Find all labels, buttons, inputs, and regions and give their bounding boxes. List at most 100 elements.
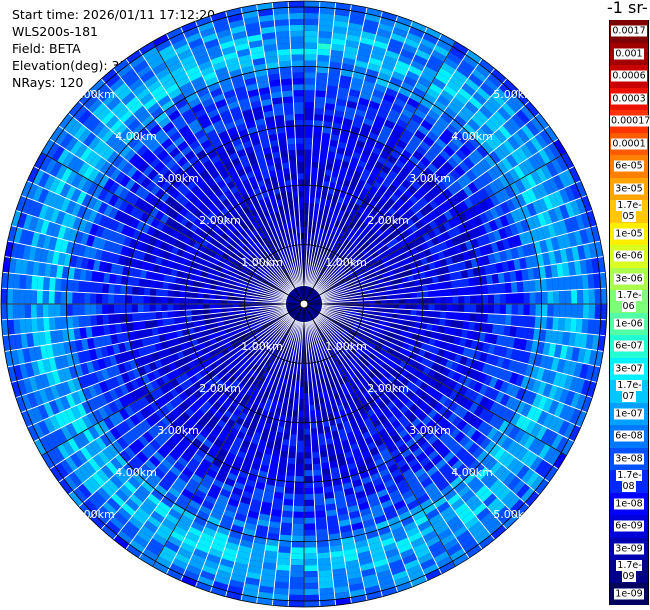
range-gate: [419, 71, 435, 83]
range-gate: [318, 204, 325, 212]
range-gate: [385, 285, 393, 291]
range-gate: [360, 85, 374, 95]
range-gate: [439, 241, 449, 251]
range-gate: [437, 67, 453, 80]
range-gate: [298, 410, 304, 417]
range-gate: [185, 297, 192, 304]
range-gate: [359, 173, 369, 183]
range-gate: [507, 236, 517, 249]
range-gate: [371, 232, 380, 241]
range-gate: [553, 206, 564, 222]
range-gate: [315, 72, 329, 80]
range-gate: [432, 184, 443, 196]
range-gate: [582, 289, 590, 304]
range-gate: [289, 570, 304, 578]
range-gate: [414, 279, 422, 287]
range-gate: [329, 176, 338, 184]
range-gate: [149, 287, 157, 297]
range-gate: [453, 203, 464, 215]
range-gate: [306, 286, 309, 293]
range-gate: [586, 210, 597, 228]
range-gate: [405, 70, 420, 82]
range-gate: [310, 289, 316, 295]
range-gate: [472, 131, 486, 145]
range-gate: [428, 304, 435, 311]
range-gate: [564, 201, 576, 218]
range-gate: [479, 245, 488, 257]
range-gate: [526, 202, 537, 217]
range-gate: [446, 79, 462, 93]
range-gate: [499, 250, 508, 262]
range-gate: [310, 179, 318, 186]
range-gate: [472, 178, 484, 191]
range-gate: [475, 313, 482, 323]
range-gate: [544, 264, 553, 279]
range-gate: [448, 195, 459, 207]
range-gate: [464, 100, 479, 115]
range-gate: [312, 469, 323, 477]
range-gate: [359, 237, 368, 246]
range-gate: [149, 311, 157, 321]
range-gate: [409, 286, 417, 293]
range-gate: [393, 304, 400, 309]
range-gate: [494, 87, 510, 103]
range-gate: [431, 77, 447, 90]
range-gate: [346, 234, 353, 242]
range-gate: [321, 284, 328, 290]
range-gate: [492, 229, 502, 242]
range-gate: [317, 215, 323, 223]
range-gate: [350, 176, 360, 185]
range-gate: [54, 290, 61, 304]
ray: [304, 166, 581, 304]
range-gate: [357, 48, 372, 58]
range-gate: [349, 287, 356, 292]
range-gate: [537, 197, 549, 213]
range-gate: [330, 49, 344, 58]
range-gate: [312, 292, 318, 297]
ray: [304, 2, 352, 304]
range-gate: [571, 245, 580, 262]
range-gate: [548, 250, 557, 265]
range-gate: [423, 114, 437, 127]
range-gate: [311, 451, 321, 459]
range-gate: [304, 529, 317, 536]
range-gate: [290, 565, 304, 572]
range-gate: [575, 318, 583, 334]
range-gate: [315, 285, 320, 291]
range-gate: [493, 177, 505, 192]
range-gate: [78, 304, 85, 316]
range-gate: [403, 102, 417, 114]
range-gate: [304, 286, 306, 293]
range-gate: [344, 106, 357, 115]
range-gate: [501, 157, 514, 172]
range-gate: [486, 96, 502, 111]
range-gate: [344, 39, 360, 49]
range-gate: [185, 291, 192, 299]
range-gate: [334, 152, 344, 161]
range-gate: [281, 510, 294, 518]
range-gate: [143, 304, 150, 313]
range-gate: [292, 517, 304, 524]
range-gate: [401, 276, 409, 283]
range-gate: [420, 257, 429, 266]
range-gate: [331, 32, 347, 40]
range-gate: [155, 296, 162, 304]
range-gate: [304, 446, 312, 453]
range-gate: [161, 311, 169, 319]
range-gate: [438, 165, 450, 177]
range-gate: [367, 62, 382, 73]
range-gate: [426, 276, 434, 285]
range-gate: [504, 185, 516, 199]
range-gate: [467, 135, 481, 149]
range-gate: [411, 267, 419, 275]
range-gate: [37, 276, 45, 291]
range-gate: [407, 274, 415, 282]
range-gate: [502, 139, 516, 154]
range-gate: [321, 186, 329, 194]
range-gate: [345, 277, 352, 283]
range-gate: [308, 296, 314, 301]
range-gate: [535, 291, 542, 304]
range-gate: [522, 280, 530, 293]
range-gate: [356, 252, 365, 260]
range-gate: [431, 158, 443, 170]
